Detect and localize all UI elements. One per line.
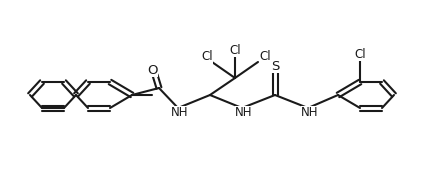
- Text: Cl: Cl: [229, 44, 241, 57]
- Text: S: S: [271, 60, 279, 73]
- Text: NH: NH: [301, 106, 319, 120]
- Text: NH: NH: [171, 106, 189, 120]
- Text: NH: NH: [235, 106, 253, 120]
- Text: Cl: Cl: [201, 50, 213, 64]
- Text: O: O: [147, 64, 157, 77]
- Text: Cl: Cl: [259, 50, 271, 64]
- Text: Cl: Cl: [354, 48, 366, 61]
